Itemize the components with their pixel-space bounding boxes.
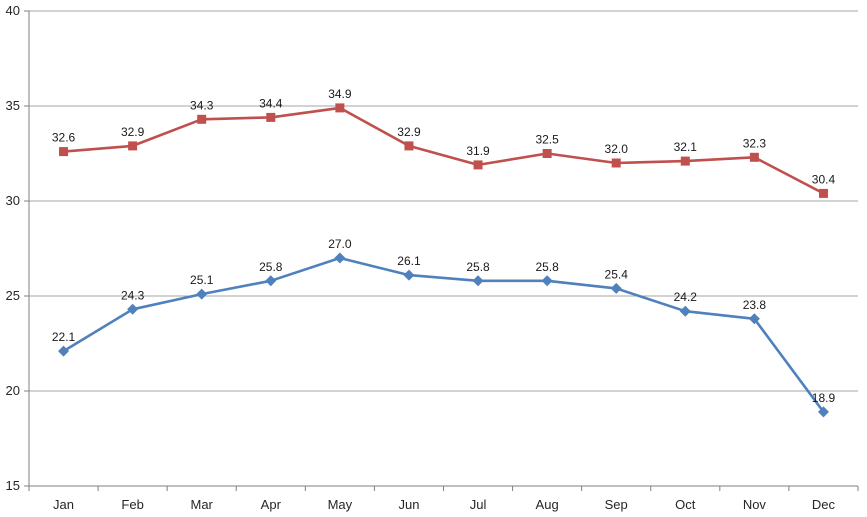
x-tick-label: Mar bbox=[191, 497, 214, 512]
upper-series-marker-square bbox=[128, 141, 138, 151]
upper-series-marker-square bbox=[542, 149, 552, 158]
x-tick-label: Dec bbox=[812, 497, 836, 512]
lower-series-marker-diamond bbox=[748, 313, 760, 325]
x-tick-label: Sep bbox=[605, 497, 628, 512]
upper-series-data-label: 34.3 bbox=[190, 98, 214, 112]
upper-series-data-label: 31.9 bbox=[466, 144, 490, 158]
upper-series-data-label: 32.9 bbox=[121, 125, 145, 139]
lower-series-data-label: 23.8 bbox=[743, 298, 767, 312]
lower-series-marker-diamond bbox=[403, 269, 415, 281]
lower-series-marker-diamond bbox=[472, 275, 484, 287]
x-tick-label: Jun bbox=[398, 497, 419, 512]
upper-series-marker-square bbox=[266, 112, 276, 122]
y-tick-label: 40 bbox=[6, 3, 20, 18]
lower-series-line bbox=[62, 256, 825, 414]
lower-series-marker-diamond bbox=[610, 282, 622, 294]
upper-series-marker-square bbox=[59, 147, 69, 157]
lower-series-marker-diamond bbox=[334, 252, 346, 264]
upper-series-marker-square bbox=[680, 156, 690, 166]
upper-series-data-label: 34.9 bbox=[328, 87, 352, 101]
x-tick-label: Jan bbox=[53, 497, 74, 512]
upper-series-marker-square bbox=[197, 114, 207, 124]
upper-series-marker-square bbox=[749, 152, 759, 162]
lower-series-data-label: 25.8 bbox=[466, 260, 490, 274]
x-tick-label: Aug bbox=[536, 497, 559, 512]
lower-series-marker-diamond bbox=[127, 303, 139, 315]
upper-series-marker-square bbox=[335, 103, 345, 113]
lower-series-data-label: 27.0 bbox=[328, 237, 352, 251]
lower-series-data-label: 25.8 bbox=[535, 260, 559, 274]
y-tick-label: 25 bbox=[6, 288, 20, 303]
lower-series-marker-diamond bbox=[58, 345, 70, 357]
lower-series-data-label: 25.8 bbox=[259, 260, 283, 274]
lower-series-data-label: 25.1 bbox=[190, 273, 214, 287]
upper-series-data-label: 32.3 bbox=[743, 136, 767, 150]
upper-series-marker-square bbox=[404, 141, 414, 151]
lower-series-data-label: 22.1 bbox=[52, 330, 76, 344]
x-tick-label: Apr bbox=[261, 497, 282, 512]
lower-series-data-label: 24.3 bbox=[121, 288, 145, 302]
lower-series-marker-diamond bbox=[679, 305, 691, 317]
upper-series-data-label: 32.0 bbox=[605, 142, 629, 156]
y-tick-label: 15 bbox=[6, 478, 20, 493]
x-tick-label: Feb bbox=[121, 497, 143, 512]
upper-series-marker-square bbox=[611, 158, 621, 168]
lower-series-data-label: 26.1 bbox=[397, 254, 421, 268]
upper-series-marker-square bbox=[818, 188, 828, 198]
upper-series-data-label: 32.5 bbox=[535, 133, 559, 147]
upper-series-data-label: 32.1 bbox=[674, 140, 698, 154]
x-tick-label: Nov bbox=[743, 497, 767, 512]
x-tick-label: Jul bbox=[470, 497, 487, 512]
y-tick-label: 20 bbox=[6, 383, 20, 398]
upper-series-data-label: 34.4 bbox=[259, 96, 283, 110]
y-tick-label: 30 bbox=[6, 193, 20, 208]
y-tick-label: 35 bbox=[6, 98, 20, 113]
lower-series-data-label: 25.4 bbox=[605, 267, 629, 281]
lower-series-marker-diamond bbox=[265, 275, 277, 287]
upper-series-marker-square bbox=[473, 160, 483, 170]
upper-series-data-label: 32.9 bbox=[397, 125, 421, 139]
lower-series-marker-diamond bbox=[196, 288, 208, 300]
lower-series-data-label: 24.2 bbox=[674, 290, 698, 304]
upper-series-data-label: 32.6 bbox=[52, 131, 76, 145]
x-tick-label: May bbox=[328, 497, 353, 512]
lower-series-data-label: 18.9 bbox=[812, 391, 836, 405]
lower-series-marker-diamond bbox=[541, 275, 553, 287]
upper-series-data-label: 30.4 bbox=[812, 172, 836, 186]
x-tick-label: Oct bbox=[675, 497, 696, 512]
lower-series-marker-diamond bbox=[817, 406, 829, 418]
upper-series-line bbox=[62, 106, 825, 195]
